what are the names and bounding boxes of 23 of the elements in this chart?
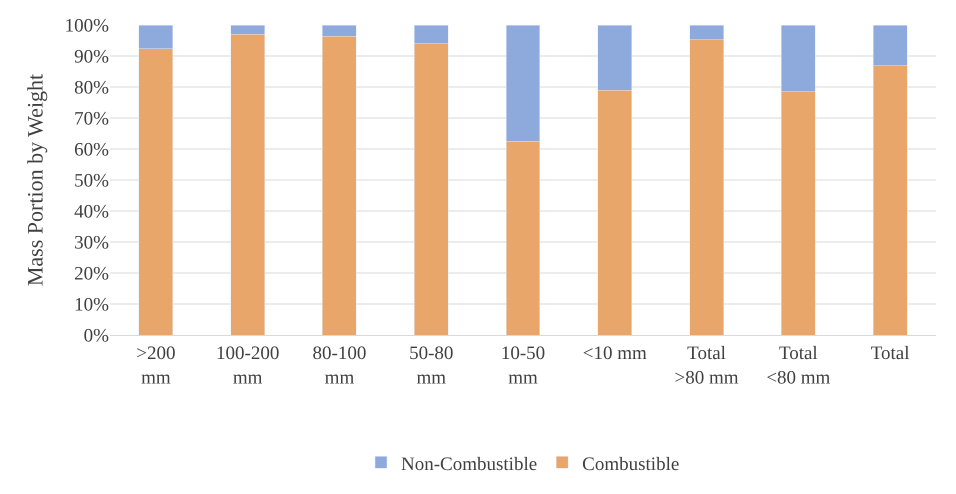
x-tick-label: Total	[870, 342, 910, 364]
y-tick-label: 70%	[74, 108, 110, 130]
y-tick-label: 40%	[74, 202, 110, 223]
y-tick-label: 100%	[64, 16, 110, 37]
y-tick-label: 60%	[74, 140, 110, 161]
y-tick-label: 80%	[74, 78, 110, 99]
y-tick-label: 20%	[74, 264, 110, 285]
x-tick-label: <10 mm	[582, 342, 648, 364]
y-tick-label: 90%	[74, 46, 110, 68]
x-tick-label: 100-200 mm	[216, 342, 280, 388]
legend-label: Combustible	[582, 454, 680, 475]
y-tick-label: 50%	[74, 170, 110, 192]
x-tick-label: >200 mm	[136, 342, 176, 388]
legend-label: Non-Combustible	[401, 454, 538, 475]
x-tick-label: Total <80 mm	[766, 342, 831, 388]
x-tick-label: 80-100 mm	[312, 342, 366, 388]
y-tick-label: 30%	[74, 232, 110, 254]
y-tick-label: 10%	[74, 294, 110, 316]
x-tick-label: 10-50 mm	[500, 342, 546, 388]
x-tick-label: Total >80 mm	[674, 342, 739, 388]
x-tick-label: 50-80 mm	[409, 342, 454, 388]
y-axis-title: Mass Portion by Weight	[22, 74, 48, 286]
y-tick-label: 0%	[84, 326, 110, 347]
